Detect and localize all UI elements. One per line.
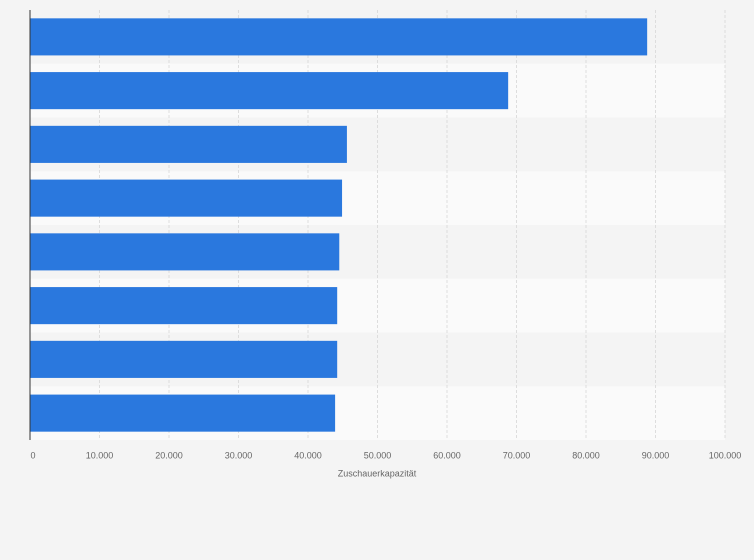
bar [30, 179, 343, 217]
x-tick-label: 50.000 [364, 450, 392, 460]
bar [30, 340, 338, 378]
x-tick-label: 20.000 [155, 450, 183, 460]
x-tick-label: 40.000 [294, 450, 322, 460]
bar [30, 233, 340, 271]
bar [30, 287, 338, 325]
bar [30, 394, 336, 432]
bar [30, 125, 347, 163]
x-tick-label: 90.000 [642, 450, 670, 460]
x-tick-label: 30.000 [225, 450, 253, 460]
x-tick-label: 80.000 [572, 450, 600, 460]
x-tick-label: 0 [30, 450, 35, 460]
x-tick-label: 60.000 [433, 450, 461, 460]
x-tick-label: 100.000 [709, 450, 742, 460]
x-tick-label: 10.000 [86, 450, 114, 460]
bar [30, 72, 509, 110]
x-tick-label: 70.000 [503, 450, 531, 460]
bar [30, 18, 648, 56]
x-axis-label: Zuschauerkapazität [338, 468, 417, 478]
